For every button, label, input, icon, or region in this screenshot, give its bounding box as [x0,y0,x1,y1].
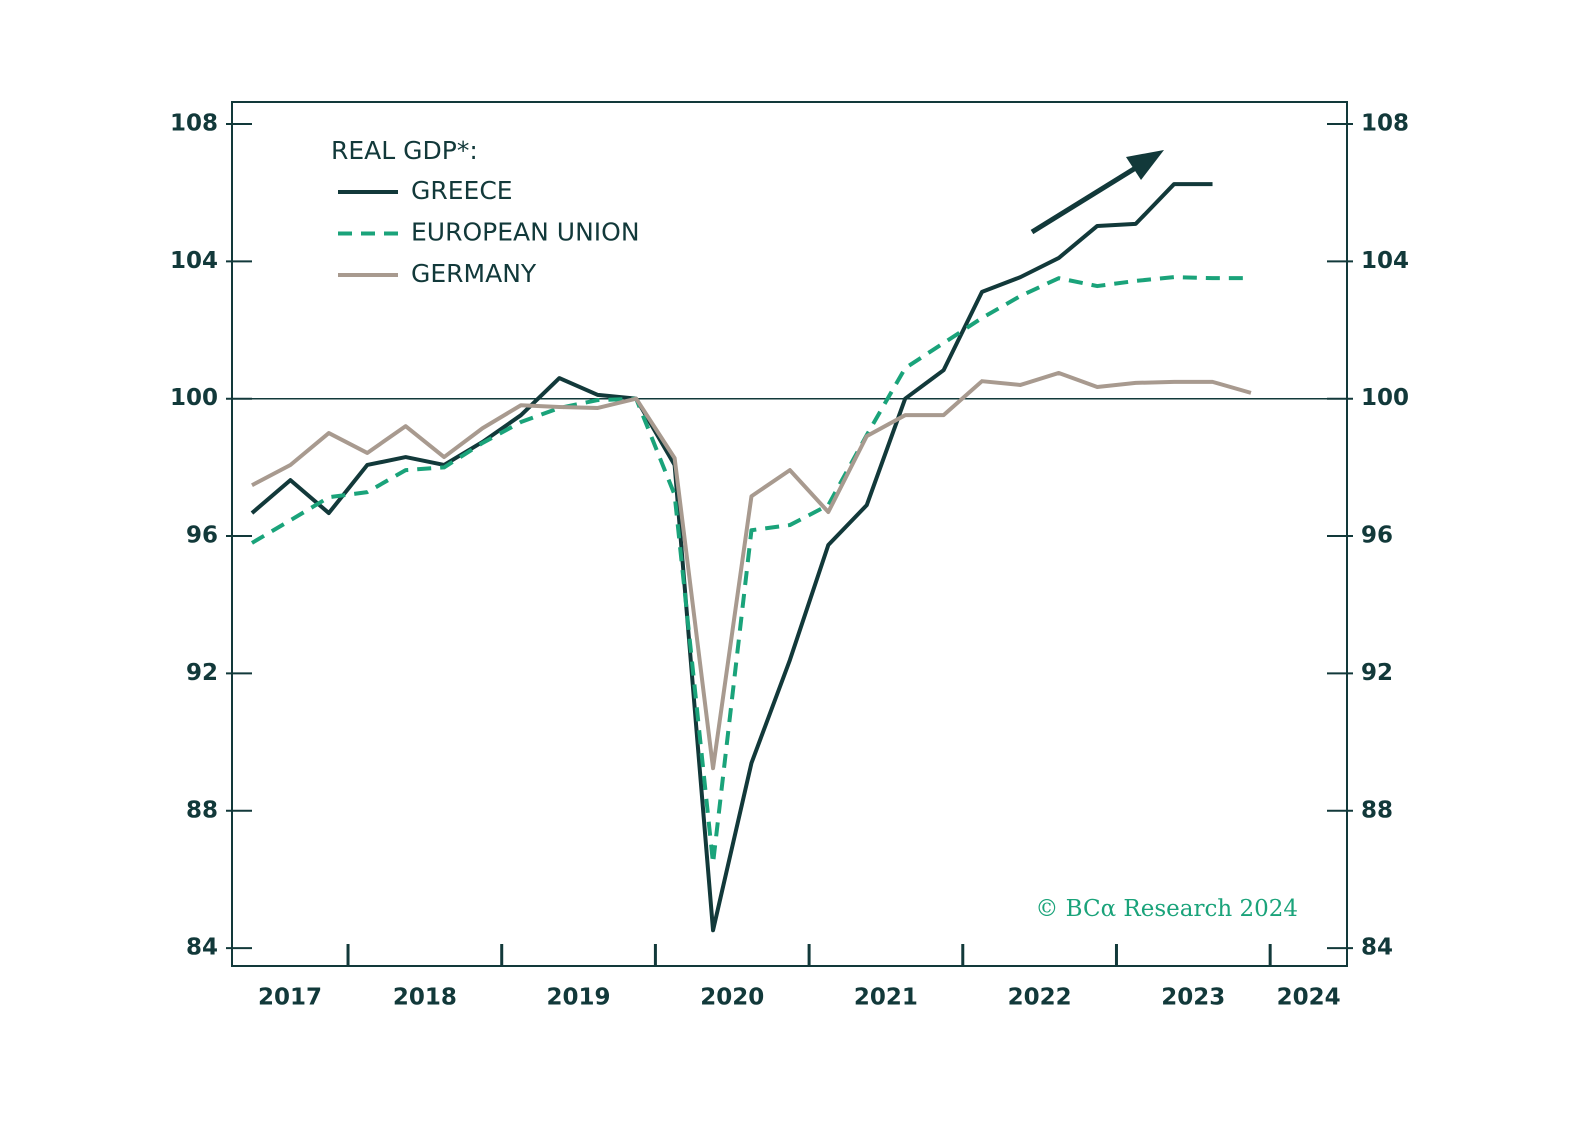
y-tick-label: 88 [186,797,218,823]
y-tick-label: 96 [186,523,218,549]
y-tick-label: 104 [170,248,218,274]
x-tick-label: 2021 [854,985,918,1011]
y2-tick-label: 104 [1361,248,1409,274]
y2-tick-label: 92 [1361,660,1393,686]
legend-label: GERMANY [411,259,537,288]
legend-title: REAL GDP*: [331,136,478,165]
y2-tick-label: 96 [1361,523,1393,549]
y-tick-label: 100 [170,385,218,411]
source: © BCα Research 2024 [1035,896,1298,922]
x-tick-label: 2023 [1161,985,1225,1011]
legend-label: GREECE [411,176,513,205]
arrow [1030,150,1164,235]
series-line [250,182,1213,933]
y2-tick-label: 108 [1361,110,1409,136]
x-tick-label: 2022 [1008,985,1072,1011]
y2-tick-label: 84 [1361,935,1393,961]
y-tick-label: 108 [170,110,218,136]
series-line [250,275,1251,866]
legend-label: EUROPEAN UNION [411,218,640,247]
x-tick-label: 2018 [393,985,457,1011]
y2-tick-label: 88 [1361,797,1393,823]
y2-tick-label: 100 [1361,385,1409,411]
y-tick-label: 92 [186,660,218,686]
y-tick-label: 84 [186,935,218,961]
x-tick-label: 2019 [547,985,611,1011]
x-tick-label: 2020 [700,985,764,1011]
x-tick-label: 2017 [258,985,322,1011]
plot-frame [231,101,1348,967]
x-tick-label: 2024 [1277,985,1341,1011]
series-line [251,370,1252,771]
